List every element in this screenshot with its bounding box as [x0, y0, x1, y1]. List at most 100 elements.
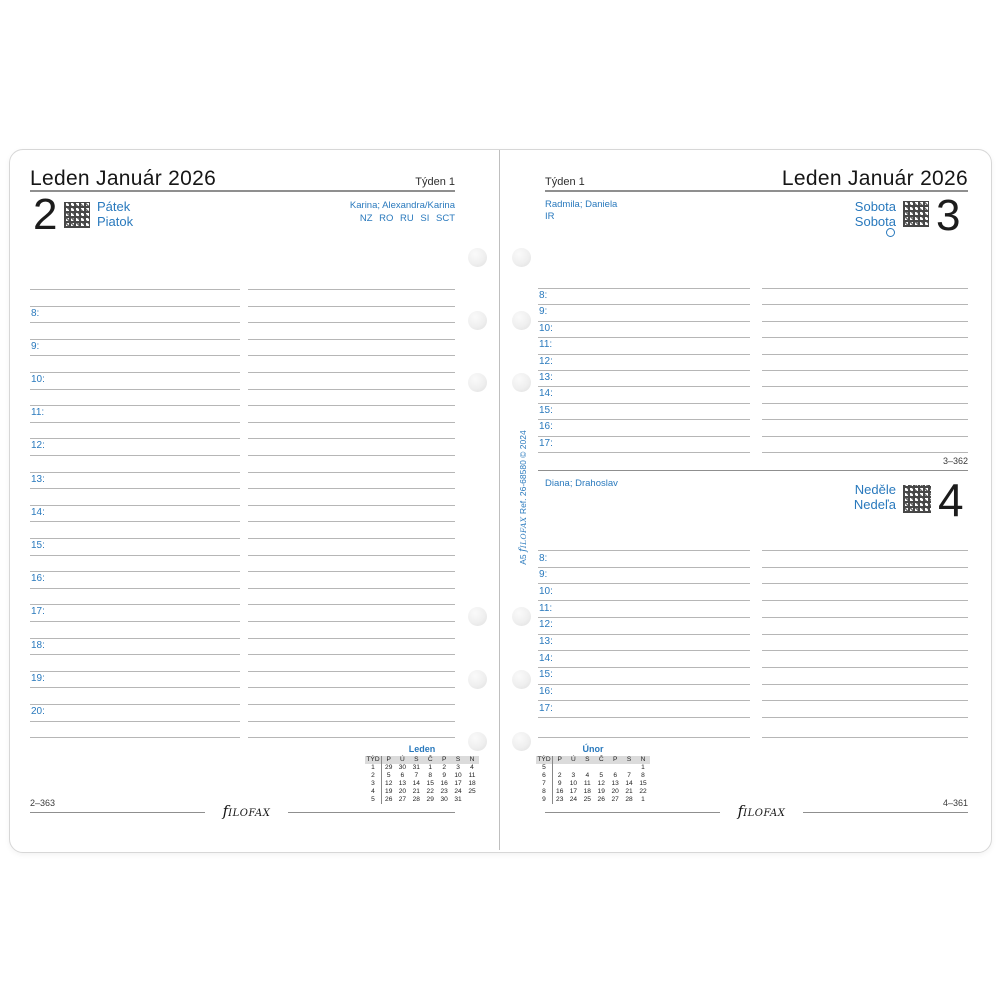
day4-notes-column: [762, 550, 968, 720]
calendar-day-cell: 28: [412, 796, 420, 803]
ruled-line: [30, 637, 240, 639]
mini-calendar-table: TÝD P Ú S Č P S N 1 29 30 31 1 2 3 4 2 5 6 7 8 9 10 11 3 12 13 14 15…: [365, 756, 479, 804]
day2-notes-column: [248, 289, 455, 741]
day3-holiday-codes: IR: [545, 211, 555, 222]
ruled-line: [248, 372, 455, 373]
week-number-cell: 4: [365, 788, 382, 796]
week-number-cell: 5: [536, 764, 553, 772]
calendar-day-cell: 27: [611, 796, 619, 803]
calendar-day-cell: 4: [470, 764, 474, 771]
calendar-day-cell: 30: [440, 796, 448, 803]
calendar-day-cell: 29: [426, 796, 434, 803]
mini-calendar-header-cell: P: [381, 756, 396, 764]
ruled-line: [538, 337, 750, 339]
day2-namedays: Karina; Alexandra/Karina: [349, 200, 455, 211]
ruled-line: [762, 435, 968, 437]
hour-label: 10:: [31, 374, 45, 385]
day3-name-cz: Sobota: [854, 199, 896, 214]
mini-calendar-week-row: 3 12 13 14 15 16 17 18: [365, 780, 479, 788]
ruled-line: [248, 488, 455, 490]
mini-calendar-week-row: 7 9 10 11 12 13 14 15: [536, 780, 650, 788]
calendar-day-cell: 28: [625, 796, 633, 803]
right-week-label: Týden 1: [545, 176, 585, 188]
calendar-day-cell: 26: [597, 796, 605, 803]
hour-label: 15:: [539, 669, 553, 681]
ruled-line: [762, 402, 968, 404]
ruled-line: [30, 587, 240, 589]
ruled-line: [762, 583, 968, 585]
ruled-line: [248, 587, 455, 589]
calendar-day-cell: 6: [613, 772, 617, 779]
calendar-day-cell: 20: [611, 788, 619, 795]
ruled-line: [248, 305, 455, 307]
ruled-line: [248, 637, 455, 639]
binder-hole: [512, 248, 531, 267]
binder-hole: [512, 670, 531, 689]
ruled-line: [538, 550, 750, 551]
mini-calendar-week-row: 8 16 17 18 19 20 21 22: [536, 788, 650, 796]
week-number-cell: 5: [365, 796, 382, 804]
week-number-cell: 3: [365, 780, 382, 788]
hour-label: 8:: [539, 552, 548, 564]
calendar-day-cell: 7: [414, 772, 419, 779]
ruled-line: [762, 633, 968, 635]
ruled-line: [30, 322, 240, 324]
calendar-day-cell: 25: [468, 788, 476, 795]
ruled-line: [30, 355, 240, 357]
ruled-line: [30, 737, 240, 739]
ruled-line: [248, 670, 455, 672]
ruled-line: [538, 583, 750, 585]
binder-hole: [468, 607, 487, 626]
spine-size-label: A5: [518, 554, 528, 565]
ruled-line: [248, 521, 455, 523]
filofax-logo: fILOFAX: [720, 803, 803, 821]
ruled-line: [538, 419, 750, 421]
week-number-cell: 1: [365, 764, 382, 772]
ruled-line: [30, 720, 240, 722]
ruled-line: [30, 421, 240, 423]
hour-label: 11:: [539, 602, 553, 614]
calendar-day-cell: 17: [569, 788, 578, 795]
ruled-line: [248, 538, 455, 539]
ruled-line: [248, 289, 455, 290]
week-number-cell: 6: [536, 772, 553, 780]
calendar-day-cell: 31: [412, 764, 420, 771]
ruled-line: [30, 455, 240, 456]
hour-label: 15:: [31, 540, 45, 551]
calendar-day-cell: 19: [597, 788, 605, 795]
ruled-line: [538, 353, 750, 355]
calendar-day-cell: 14: [625, 780, 633, 787]
calendar-day-cell: 3: [571, 772, 576, 779]
calendar-day-cell: 2: [442, 764, 446, 771]
mini-calendar-header-cell: Ú: [566, 756, 581, 764]
day2-meta: Karina; Alexandra/Karina NZ RO RU SI SCT: [230, 200, 455, 224]
day3-names: Sobota Sobota: [740, 199, 896, 229]
ruled-line: [248, 504, 455, 506]
ruled-line: [248, 471, 455, 473]
calendar-day-cell: 11: [583, 780, 591, 787]
ruled-line: [30, 654, 240, 656]
calendar-day-cell: 3: [456, 764, 460, 771]
ruled-line: [538, 320, 750, 322]
logo-rest: ILOFAX: [228, 808, 271, 819]
mini-calendar-header-cell: S: [622, 756, 637, 764]
ruled-line: [762, 337, 968, 339]
ruled-line: [762, 304, 968, 306]
hour-label: 17:: [31, 606, 45, 618]
calendar-day-cell: 5: [386, 772, 391, 779]
hour-label: 16:: [539, 421, 553, 433]
ruled-line: [248, 554, 455, 556]
ruled-line: [30, 621, 240, 622]
ruled-line: [30, 504, 240, 506]
calendar-day-cell: 6: [400, 772, 405, 779]
day3-namedays: Radmila; Daniela: [545, 199, 618, 210]
mini-calendar-header-cell: S: [409, 756, 424, 764]
day3-notes-column: [762, 288, 968, 454]
calendar-day-cell: 1: [641, 796, 645, 803]
ruled-line: [248, 687, 455, 689]
ruled-line: [248, 654, 455, 656]
calendar-day-cell: 9: [442, 772, 446, 779]
ruled-line: [762, 550, 968, 551]
ruled-line: [248, 720, 455, 722]
